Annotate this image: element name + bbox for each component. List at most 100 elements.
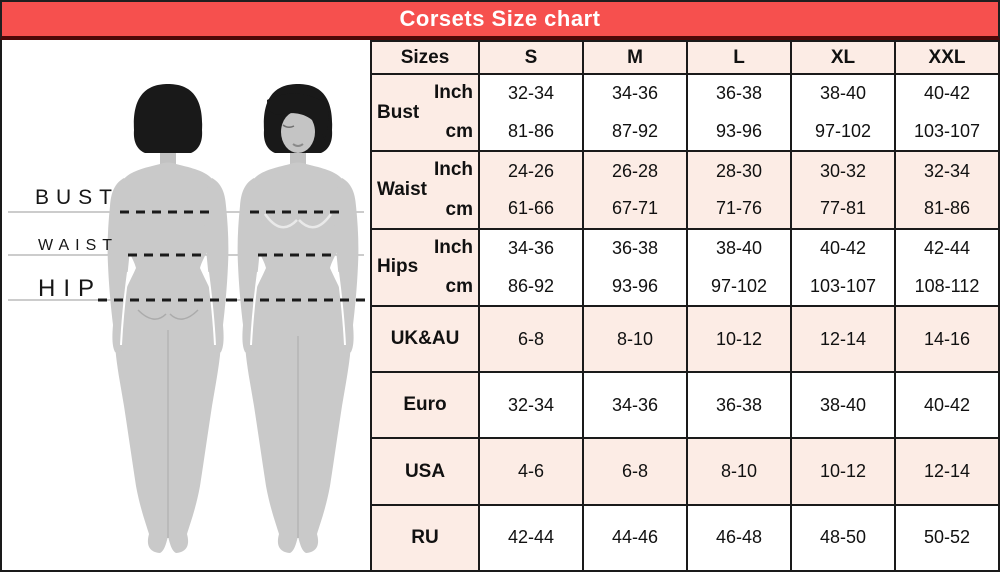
cell-value: 97-102 (710, 275, 768, 296)
unit-inch-label: Inch (433, 236, 473, 258)
table-cell: 12-14 (790, 304, 896, 374)
hips-row-label: Hips (377, 256, 419, 278)
bust-label: BUST (35, 186, 120, 209)
cell-value: 77-81 (819, 198, 867, 219)
unit-cm-label: cm (445, 198, 473, 220)
table-cell: 46-48 (686, 503, 792, 572)
cell-value: 81-86 (923, 198, 971, 219)
female-figure-front-illustration (237, 84, 359, 553)
table-cell: 48-50 (790, 503, 896, 572)
table-row-hips: Inch Hips cm 34-36 86-92 36-38 93-96 38-… (370, 227, 1000, 307)
table-cell: 14-16 (894, 304, 1000, 374)
cell-value: 32-34 (923, 160, 971, 181)
cell-value: 71-76 (715, 198, 763, 219)
cell-value: 40-42 (923, 83, 971, 104)
size-chart-table: Sizes S M L XL XXL Inch Bust cm 32-34 81… (370, 39, 1000, 572)
table-cell: 4-6 (478, 437, 584, 506)
table-row-waist: Inch Waist cm 24-26 61-66 26-28 67-71 28… (370, 150, 1000, 230)
table-cell: 6-8 (478, 304, 584, 374)
waist-row-label: Waist (377, 179, 427, 201)
cell-value: 28-30 (715, 160, 763, 181)
table-cell: 38-40 (790, 371, 896, 440)
unit-cm-label: cm (445, 275, 473, 297)
table-cell: 36-38 93-96 (582, 227, 688, 307)
column-header-sizes: Sizes (370, 39, 480, 76)
table-cell: 36-38 93-96 (686, 73, 792, 153)
table-cell: 8-10 (582, 304, 688, 374)
table-cell: 8-10 (686, 437, 792, 506)
cell-value: 34-36 (611, 83, 659, 104)
table-cell: 10-12 (790, 437, 896, 506)
table-cell: 44-46 (582, 503, 688, 572)
measurement-illustration-panel: BUST WAIST HIP (0, 40, 370, 572)
table-cell: 34-36 (582, 371, 688, 440)
table-row-usa: USA 4-6 6-8 8-10 10-12 12-14 (370, 437, 1000, 506)
table-cell: 28-30 71-76 (686, 150, 792, 230)
row-label-bust: Inch Bust cm (370, 73, 480, 153)
table-cell: 34-36 87-92 (582, 73, 688, 153)
column-header-s: S (478, 39, 584, 76)
table-row-ru: RU 42-44 44-46 46-48 48-50 50-52 (370, 503, 1000, 572)
table-cell: 26-28 67-71 (582, 150, 688, 230)
cell-value: 103-107 (913, 121, 981, 142)
table-header-row: Sizes S M L XL XXL (370, 39, 1000, 76)
row-label-ukau: UK&AU (370, 304, 480, 374)
cell-value: 93-96 (611, 275, 659, 296)
unit-cm-label: cm (445, 121, 473, 143)
table-cell: 36-38 (686, 371, 792, 440)
row-label-hips: Inch Hips cm (370, 227, 480, 307)
table-cell: 40-42 (894, 371, 1000, 440)
table-cell: 42-44 (478, 503, 584, 572)
dashed-measurement-lines (98, 210, 368, 302)
row-label-usa: USA (370, 437, 480, 506)
cell-value: 34-36 (507, 238, 555, 258)
table-cell: 10-12 (686, 304, 792, 374)
column-header-xl: XL (790, 39, 896, 76)
table-cell: 32-34 81-86 (478, 73, 584, 153)
cell-value: 36-38 (715, 83, 763, 104)
row-label-euro: Euro (370, 371, 480, 440)
cell-value: 42-44 (923, 238, 971, 258)
cell-value: 40-42 (819, 238, 867, 258)
unit-inch-label: Inch (433, 159, 473, 181)
table-cell: 30-32 77-81 (790, 150, 896, 230)
table-row-bust: Inch Bust cm 32-34 81-86 34-36 87-92 36-… (370, 73, 1000, 153)
column-header-l: L (686, 39, 792, 76)
bust-row-label: Bust (377, 101, 420, 123)
table-cell: 6-8 (582, 437, 688, 506)
cell-value: 93-96 (715, 121, 763, 142)
column-header-xxl: XXL (894, 39, 1000, 76)
table-cell: 40-42 103-107 (790, 227, 896, 307)
cell-value: 24-26 (507, 160, 555, 181)
cell-value: 103-107 (809, 275, 877, 296)
page-title: Corsets Size chart (399, 6, 601, 31)
cell-value: 87-92 (611, 121, 659, 142)
title-bar: Corsets Size chart (0, 0, 1000, 40)
table-cell: 50-52 (894, 503, 1000, 572)
cell-value: 81-86 (507, 121, 555, 142)
female-figure-back-illustration (107, 84, 229, 553)
table-cell: 38-40 97-102 (790, 73, 896, 153)
cell-value: 97-102 (814, 121, 872, 142)
unit-inch-label: Inch (433, 82, 473, 104)
table-cell: 38-40 97-102 (686, 227, 792, 307)
table-cell: 34-36 86-92 (478, 227, 584, 307)
cell-value: 26-28 (611, 160, 659, 181)
table-row-euro: Euro 32-34 34-36 36-38 38-40 40-42 (370, 371, 1000, 440)
content-area: BUST WAIST HIP Sizes S M L XL XXL Inch (0, 39, 1000, 572)
female-figures-illustration (8, 84, 368, 553)
cell-value: 61-66 (507, 198, 555, 219)
cell-value: 30-32 (819, 160, 867, 181)
cell-value: 36-38 (611, 238, 659, 258)
cell-value: 38-40 (715, 238, 763, 258)
cell-value: 108-112 (914, 275, 980, 296)
table-cell: 32-34 (478, 371, 584, 440)
row-label-ru: RU (370, 503, 480, 572)
waist-label: WAIST (38, 237, 119, 254)
column-header-m: M (582, 39, 688, 76)
table-cell: 12-14 (894, 437, 1000, 506)
hip-label: HIP (38, 275, 103, 302)
table-cell: 32-34 81-86 (894, 150, 1000, 230)
table-cell: 42-44 108-112 (894, 227, 1000, 307)
